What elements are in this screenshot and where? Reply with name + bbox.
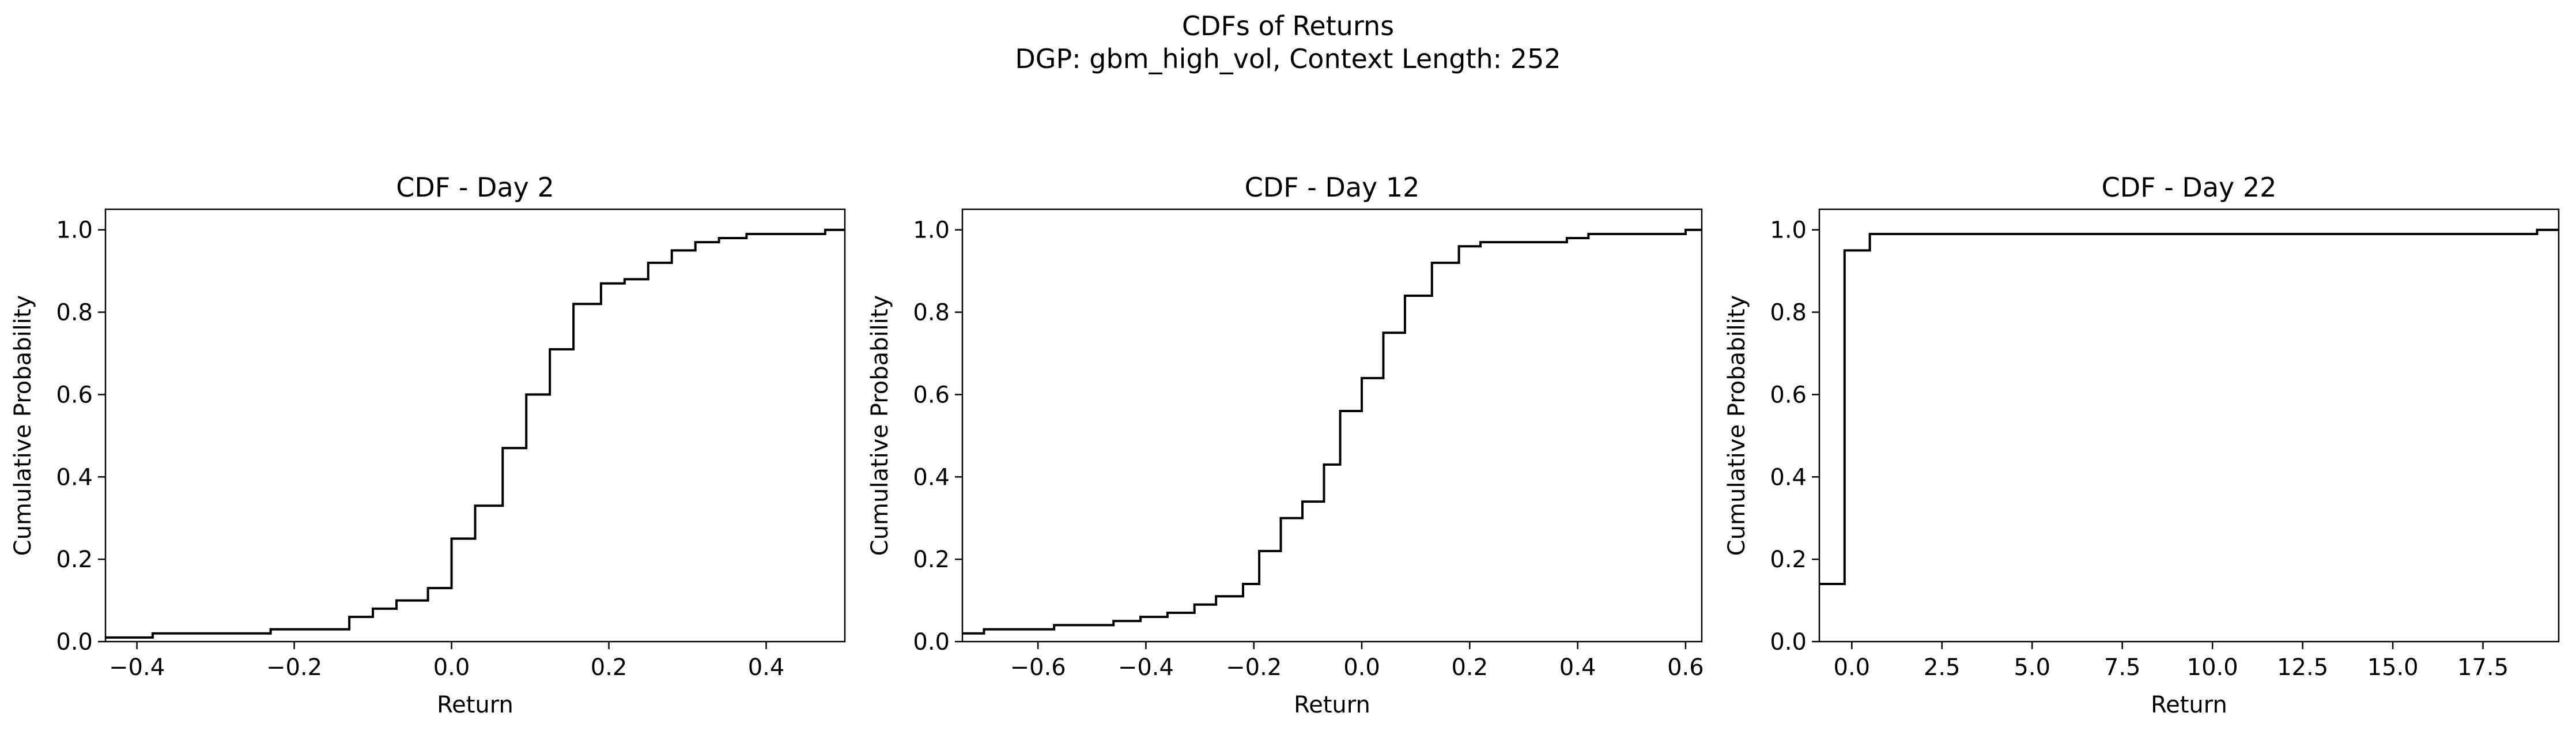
x-tick-label: 0.2	[1451, 654, 1488, 681]
x-tick-label: −0.2	[266, 654, 322, 681]
figure-subtitle: DGP: gbm_high_vol, Context Length: 252	[1015, 43, 1561, 74]
x-tick-label: 0.6	[1667, 654, 1704, 681]
x-tick-label: −0.4	[109, 654, 165, 681]
cdf-step-line	[105, 228, 845, 639]
subplot-1: CDF - Day 2 −0.4 −0.2 0.0 0.2 0.4 0.0 0.2 0.4 0.6…	[10, 172, 846, 718]
subplot-2: CDF - Day 12 −0.6 −0.4 −0.2 0.0 0.2 0.4 0.6 0.0 0…	[867, 172, 1704, 718]
x-tick-label: 0.0	[433, 654, 470, 681]
x-tick-label: 0.2	[591, 654, 628, 681]
cdf-step-line	[962, 228, 1702, 635]
y-axis-label: Cumulative Probability	[1724, 295, 1750, 556]
x-tick-label: 7.5	[2104, 654, 2141, 681]
subplot-panels: CDF - Day 2 −0.4 −0.2 0.0 0.2 0.4 0.0 0.2 0.4 0.6…	[10, 172, 2560, 718]
y-tick-label: 0.4	[1770, 464, 1807, 491]
axes-frame	[104, 208, 846, 643]
y-tick-label: 0.0	[56, 629, 93, 655]
y-tick-label: 0.2	[56, 546, 93, 573]
x-tick-label: −0.4	[1118, 654, 1174, 681]
y-tick-label: 0.4	[56, 464, 93, 491]
x-axis-label: Return	[437, 692, 513, 718]
x-tick-label: −0.2	[1226, 654, 1282, 681]
x-tick-label: 2.5	[1924, 654, 1961, 681]
y-tick-label: 0.4	[913, 464, 950, 491]
y-tick-label: 0.8	[913, 300, 950, 326]
y-axis-label: Cumulative Probability	[10, 295, 36, 556]
axes-frame	[961, 208, 1703, 643]
subplot-3: CDF - Day 22 0.0 2.5 5.0 7.5 10.0 12.5 15.0 17.5…	[1724, 172, 2560, 718]
figure-title: CDFs of Returns	[1182, 10, 1394, 42]
y-tick-label: 0.2	[1770, 546, 1807, 573]
subplot-title: CDF - Day 22	[2102, 172, 2277, 203]
x-tick-label: 15.0	[2367, 654, 2419, 681]
y-tick-label: 0.6	[56, 382, 93, 408]
y-tick-label: 0.8	[56, 300, 93, 326]
subplot-title: CDF - Day 12	[1245, 172, 1420, 203]
x-tick-label: 0.4	[1559, 654, 1596, 681]
subplot-title: CDF - Day 2	[396, 172, 554, 203]
y-tick-label: 0.8	[1770, 300, 1807, 326]
x-tick-label: −0.6	[1010, 654, 1066, 681]
y-tick-label: 1.0	[1770, 217, 1807, 244]
x-tick-label: 17.5	[2457, 654, 2509, 681]
x-axis-label: Return	[2151, 692, 2227, 718]
y-tick-label: 1.0	[913, 217, 950, 244]
y-tick-label: 1.0	[56, 217, 93, 244]
y-axis-label: Cumulative Probability	[867, 295, 893, 556]
x-tick-label: 0.4	[748, 654, 785, 681]
x-tick-label: 0.0	[1834, 654, 1871, 681]
x-axis-label: Return	[1294, 692, 1370, 718]
x-tick-label: 0.0	[1343, 654, 1380, 681]
x-tick-label: 12.5	[2277, 654, 2328, 681]
axes-frame	[1818, 208, 2560, 643]
x-tick-label: 5.0	[2014, 654, 2050, 681]
x-tick-label: 10.0	[2187, 654, 2238, 681]
y-tick-label: 0.0	[913, 629, 950, 655]
y-tick-label: 0.0	[1770, 629, 1807, 655]
y-tick-label: 0.6	[913, 382, 950, 408]
cdf-step-line	[1819, 228, 2559, 585]
y-tick-label: 0.2	[913, 546, 950, 573]
y-tick-label: 0.6	[1770, 382, 1807, 408]
